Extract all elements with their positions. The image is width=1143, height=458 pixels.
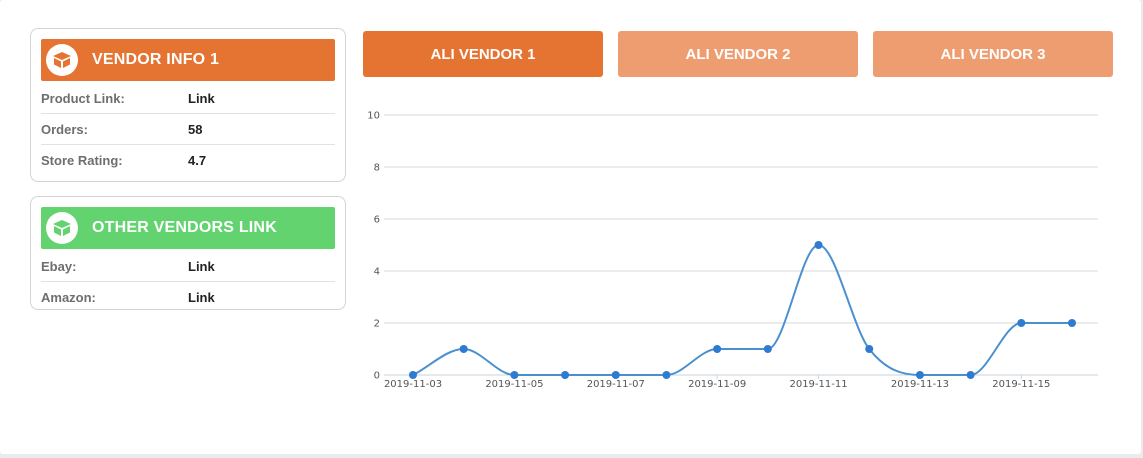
vendor-label: Ebay: <box>41 258 77 274</box>
vendor-label: Amazon: <box>41 290 96 305</box>
data-point <box>1017 319 1026 327</box>
data-point <box>510 371 519 379</box>
amazon-link[interactable]: Link <box>188 290 215 305</box>
info-label: Product Link: <box>41 90 125 106</box>
chart-svg: 0 2 4 6 8 10 2019-11-03 2019-11-05 2019-11-07 201… <box>367 111 1098 390</box>
tab-ali-vendor-2[interactable]: ALI VENDOR 2 <box>618 31 858 77</box>
x-tick-label: 2019-11-09 <box>688 379 746 390</box>
data-point <box>865 345 874 353</box>
data-point <box>814 241 823 249</box>
y-tick-label: 0 <box>374 371 380 382</box>
x-tick-label: 2019-11-11 <box>789 379 847 390</box>
data-point <box>409 371 417 379</box>
vendor-info-card: VENDOR INFO 1 Product Link: Link Orders:… <box>30 28 346 182</box>
vendor-info-rows: Product Link: Link Orders: 58 Store Rati… <box>41 83 335 176</box>
ebay-link[interactable]: Link <box>188 258 215 274</box>
product-link[interactable]: Link <box>188 90 215 106</box>
x-tick-label: 2019-11-13 <box>891 379 949 390</box>
info-row-product-link: Product Link: Link <box>41 83 335 114</box>
data-point <box>915 371 924 379</box>
box-icon <box>46 212 78 244</box>
tab-ali-vendor-1[interactable]: ALI VENDOR 1 <box>363 31 603 77</box>
x-tick-label: 2019-11-03 <box>384 379 442 390</box>
y-tick-label: 2 <box>374 319 380 330</box>
other-vendors-header: OTHER VENDORS LINK <box>41 207 335 249</box>
tab-ali-vendor-3[interactable]: ALI VENDOR 3 <box>873 31 1113 77</box>
vendor-info-title: VENDOR INFO 1 <box>92 51 220 68</box>
info-label: Orders: <box>41 121 88 137</box>
x-tick-label: 2019-11-05 <box>485 379 543 390</box>
y-tick-label: 6 <box>374 215 380 226</box>
series-line <box>412 243 1072 376</box>
vendor-row-amazon: Amazon: Link <box>41 282 335 313</box>
x-tick-label: 2019-11-07 <box>587 379 645 390</box>
data-point <box>966 371 975 379</box>
orders-value: 58 <box>188 121 203 137</box>
other-vendors-title: OTHER VENDORS LINK <box>92 219 277 236</box>
box-icon <box>46 44 78 76</box>
orders-line-chart: 0 2 4 6 8 10 2019-11-03 2019-11-05 2019-11-07 201… <box>355 95 1115 405</box>
y-tick-label: 10 <box>367 111 380 122</box>
info-row-orders: Orders: 58 <box>41 114 335 145</box>
info-label: Store Rating: <box>41 153 123 168</box>
info-row-store-rating: Store Rating: 4.7 <box>41 145 335 176</box>
other-vendors-card: OTHER VENDORS LINK Ebay: Link Amazon: Li… <box>30 196 346 310</box>
data-point <box>459 345 468 353</box>
data-point <box>713 345 722 353</box>
data-point <box>561 371 570 379</box>
data-point <box>763 345 772 353</box>
x-tick-label: 2019-11-15 <box>992 379 1050 390</box>
data-point <box>611 371 620 379</box>
y-tick-label: 8 <box>374 163 380 174</box>
vendor-row-ebay: Ebay: Link <box>41 251 335 282</box>
vendor-info-header: VENDOR INFO 1 <box>41 39 335 81</box>
y-tick-label: 4 <box>374 267 380 278</box>
store-rating-value: 4.7 <box>188 153 207 168</box>
data-point <box>662 371 671 379</box>
other-vendors-rows: Ebay: Link Amazon: Link <box>41 251 335 313</box>
data-point <box>1068 319 1076 327</box>
